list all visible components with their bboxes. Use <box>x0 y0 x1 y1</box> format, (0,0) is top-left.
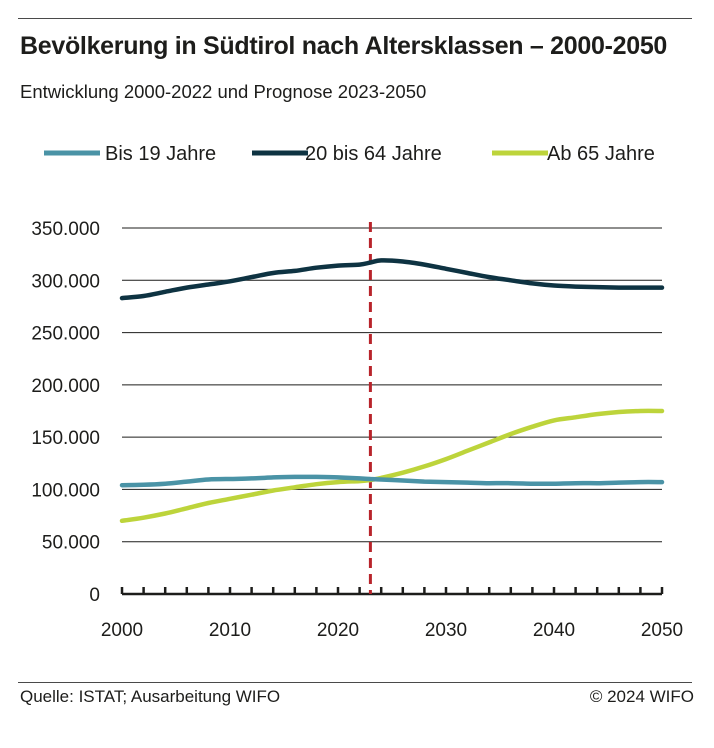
x-tick-label: 2010 <box>209 620 251 641</box>
y-tick-label: 100.000 <box>31 480 100 501</box>
y-tick-label: 350.000 <box>31 219 100 240</box>
copyright-note: © 2024 WIFO <box>589 687 694 706</box>
series-line-bis-19-jahre <box>119 474 665 488</box>
legend-label: 20 bis 64 Jahre <box>305 143 442 165</box>
grid <box>122 227 662 543</box>
legend-label: Ab 65 Jahre <box>547 143 655 165</box>
bottom-rule <box>18 682 692 683</box>
x-tick-label: 2020 <box>317 620 359 641</box>
chart-subtitle: Entwicklung 2000-2022 und Prognose 2023-… <box>20 81 427 102</box>
chart-title: Bevölkerung in Südtirol nach Altersklass… <box>20 32 668 60</box>
source-note: Quelle: ISTAT; Ausarbeitung WIFO <box>20 687 281 706</box>
y-tick-label: 300.000 <box>31 271 100 292</box>
legend: Bis 19 Jahre 20 bis 64 Jahre Ab 65 Jahre <box>44 143 655 165</box>
x-tick-label: 2000 <box>101 620 143 641</box>
series-line-20-bis-64-jahre <box>119 258 665 301</box>
x-tick-label: 2050 <box>641 620 683 641</box>
top-rule <box>18 18 692 19</box>
x-tick-label: 2030 <box>425 620 467 641</box>
y-tick-label: 200.000 <box>31 376 100 397</box>
series-group <box>119 258 665 524</box>
x-tick-label: 2040 <box>533 620 575 641</box>
y-axis: 0 50.000 100.000 150.000 200.000 250.000 300.0… <box>31 219 100 606</box>
y-tick-label: 0 <box>89 585 100 606</box>
y-tick-label: 250.000 <box>31 324 100 345</box>
y-tick-label: 150.000 <box>31 428 100 449</box>
legend-label: Bis 19 Jahre <box>105 143 216 165</box>
y-tick-label: 50.000 <box>42 533 100 554</box>
series-line-ab-65-jahre <box>119 408 665 524</box>
x-axis: 2000 2010 2020 2030 2040 2050 <box>101 587 683 641</box>
